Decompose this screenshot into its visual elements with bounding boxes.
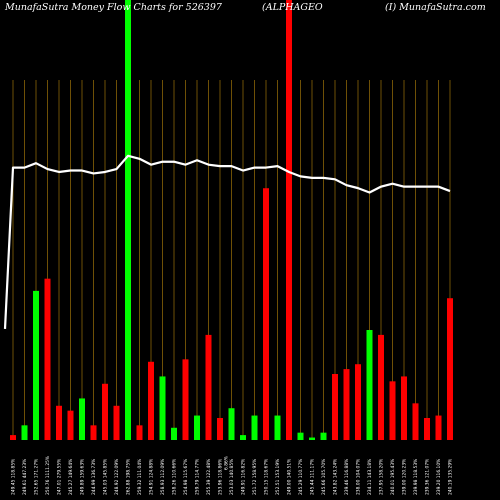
flow-bar — [136, 425, 143, 440]
flow-bar — [320, 432, 327, 440]
x-tick-label: 255.39 122.48% — [206, 459, 212, 495]
x-tick-label: 250.76 1111.25% — [45, 456, 51, 495]
x-tick-label: 249.89 159.63% — [80, 459, 86, 495]
flow-bar — [79, 398, 85, 440]
grid-lines — [12, 80, 451, 440]
x-tick-label: 249.91 116.82% — [241, 459, 247, 495]
flow-bar — [401, 376, 407, 440]
price-line — [3, 154, 451, 330]
flow-bar — [102, 383, 108, 440]
x-tick-label: 234.11 143.18% — [367, 459, 373, 495]
flow-bar — [217, 418, 223, 440]
flow-bar — [228, 408, 235, 440]
flow-bar — [240, 435, 246, 440]
x-tick-label: 240.19 135.29% — [448, 459, 454, 495]
x-tick-label: 249.61 447.23% — [22, 459, 28, 495]
x-tick-label: 238.00 104.07% — [356, 459, 362, 495]
x-tick-label: 249.45 118.85% — [11, 459, 17, 495]
flow-bar — [44, 278, 51, 440]
x-tick-label: 247.01 279.55% — [57, 459, 63, 495]
x-tick-label: 258.26 110.66% — [172, 459, 178, 495]
x-axis-labels: 249.45 118.85% 249.61 447.23% 252.65 171.2… — [11, 456, 454, 495]
flow-bar — [113, 405, 120, 440]
x-tick-label: 239.00 120.23% — [402, 459, 408, 495]
flow-bar — [274, 415, 281, 440]
flow-bar — [297, 432, 304, 440]
x-tick-label: 252.65 171.27% — [34, 459, 40, 495]
chart-title-center: (ALPHAGEO — [262, 2, 323, 13]
flow-bar — [33, 290, 39, 440]
x-tick-label: 262.88 198.75% — [126, 459, 132, 495]
flow-bar — [378, 334, 384, 440]
x-tick-label: 245.27 149.64% — [68, 459, 74, 495]
flow-bars — [10, 0, 453, 440]
flow-bar — [263, 188, 269, 440]
x-tick-label: 253.03 140.85% — [229, 459, 235, 495]
x-tick-label: 245.03 145.85% — [103, 459, 109, 495]
flow-bar — [159, 376, 166, 440]
x-tick-label: 240.01 195.43% — [390, 459, 396, 495]
x-tick-label: 237.95 158.20% — [379, 459, 385, 495]
flow-bar — [366, 330, 373, 440]
flow-bar — [10, 435, 16, 440]
flow-bar — [286, 0, 292, 440]
flow-bar — [148, 361, 154, 440]
flow-bar — [355, 364, 361, 440]
flow-bar — [412, 403, 419, 440]
x-tick-label: 248.92 122.09% — [114, 459, 120, 495]
x-tick-label: 250.15 118.67% — [264, 459, 270, 495]
x-tick-label: 239.20 116.10% — [436, 459, 442, 495]
flow-bar — [125, 0, 131, 440]
x-tick-label: 251.72 158.95% — [252, 459, 258, 495]
x-tick-label: 244.99 136.73% — [91, 459, 97, 495]
x-tick-label: 239.98 118.53% — [413, 459, 419, 495]
flow-bar — [205, 334, 212, 440]
flow-bar — [435, 415, 442, 440]
x-tick-label: 252.51 153.19% — [275, 459, 281, 495]
x-tick-label: 259.32 111.04% — [137, 459, 143, 495]
x-tick-label: 245.44 111.17% — [310, 459, 316, 495]
x-tick-label: 259.79 114.77% — [195, 459, 201, 495]
flow-bar — [56, 405, 62, 440]
x-tick-label: 239.36 121.07% — [425, 459, 431, 495]
flow-bar — [343, 369, 350, 440]
flow-bar — [171, 427, 177, 440]
x-tick-label: 249.00 140.51% — [287, 459, 293, 495]
x-tick-label: 254.91 124.88% — [149, 459, 155, 495]
x-tick-label: 243.82 143.24% — [333, 459, 339, 495]
flow-bar — [309, 437, 315, 440]
x-extra-label: 6.86% — [224, 456, 230, 470]
price-line-layer — [3, 154, 451, 330]
flow-bar — [21, 425, 28, 440]
x-tick-label: 245.66 105.70% — [321, 459, 327, 495]
flow-bar — [447, 298, 453, 440]
flow-bar — [389, 381, 396, 440]
flow-bar — [194, 415, 200, 440]
chart-title-right: (I) MunafaSutra.com — [385, 2, 486, 13]
flow-bar — [332, 374, 338, 440]
x-tick-label: 253.96 118.86% — [218, 459, 224, 495]
flow-bar — [182, 359, 189, 440]
flow-bar — [67, 410, 74, 440]
flow-bar — [90, 425, 97, 440]
flow-bar — [424, 418, 430, 440]
chart-title-left: MunafaSutra Money Flow Charts for 526397 — [4, 2, 223, 13]
x-tick-label: 258.93 112.09% — [160, 459, 166, 495]
flow-bar — [251, 415, 258, 440]
x-tick-label: 245.29 110.77% — [298, 459, 304, 495]
x-tick-label: 239.46 116.88% — [344, 459, 350, 495]
x-tick-label: 254.98 115.67% — [183, 459, 189, 495]
